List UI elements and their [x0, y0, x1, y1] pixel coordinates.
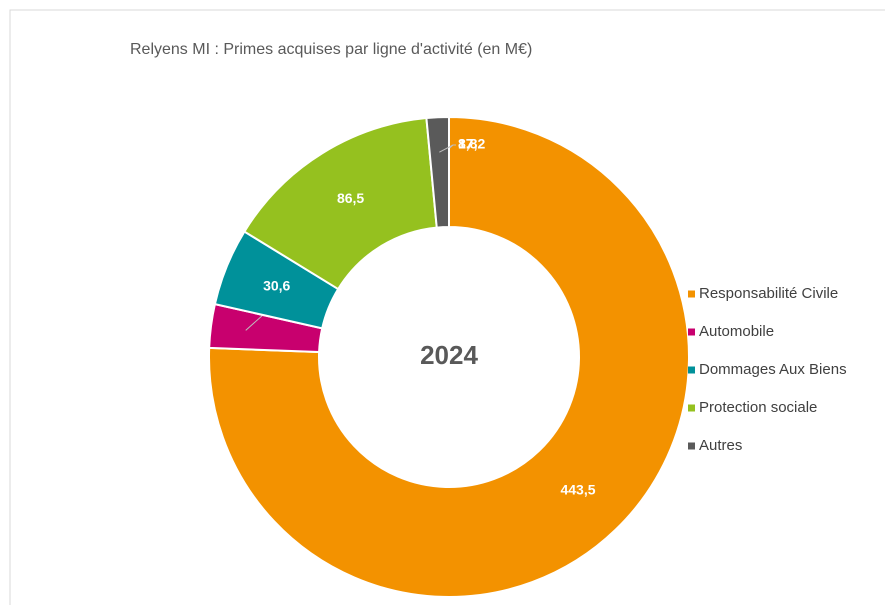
chart-frame	[9, 9, 885, 605]
leader-line	[439, 144, 456, 153]
legend-swatch	[688, 328, 695, 336]
legend-label: Automobile	[699, 323, 774, 340]
legend-label: Responsabilité Civile	[699, 285, 838, 302]
legend-swatch	[688, 404, 695, 412]
legend-swatch	[688, 366, 695, 374]
chart-title: Relyens MI : Primes acquises par ligne d…	[130, 41, 532, 58]
legend-swatch	[688, 290, 695, 298]
legend-label: Dommages Aux Biens	[699, 361, 847, 378]
data-label: 30,6	[263, 278, 290, 294]
data-label: 443,5	[560, 482, 595, 498]
legend-label: Protection sociale	[699, 399, 817, 416]
data-label: 8,8	[458, 136, 478, 152]
donut-slice	[243, 116, 438, 291]
data-label: 17,2	[458, 136, 485, 152]
legend-swatch	[688, 442, 695, 450]
donut-slice	[208, 115, 690, 598]
legend-label: Autres	[699, 437, 742, 454]
donut-slice	[425, 115, 450, 229]
data-label: 86,5	[337, 190, 364, 206]
center-label: 2024	[420, 340, 478, 370]
